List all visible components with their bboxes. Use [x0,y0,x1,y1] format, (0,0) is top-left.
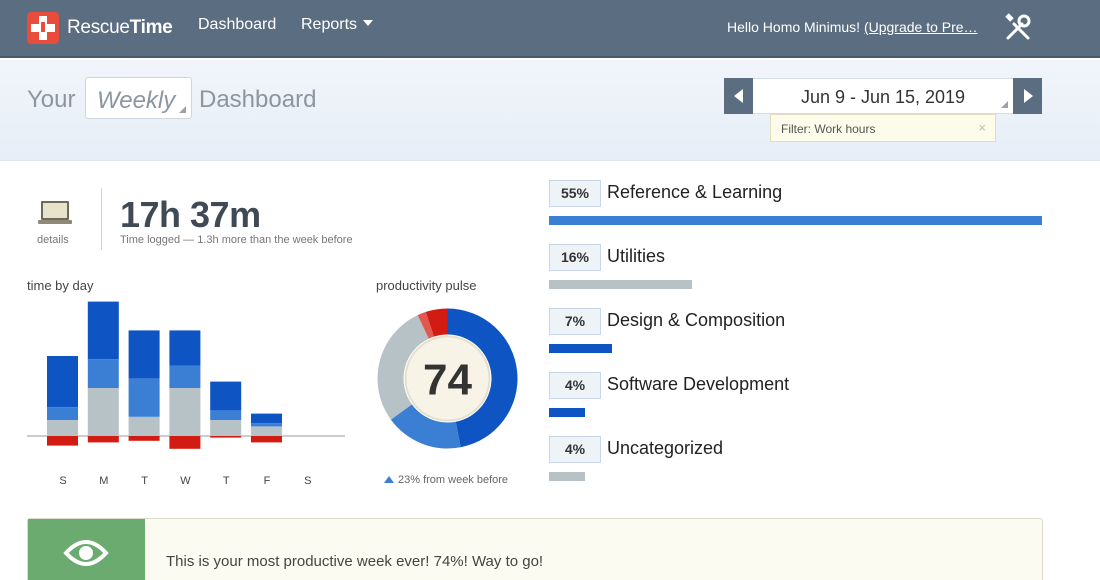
dropdown-corner-icon [179,106,186,113]
divider [101,188,102,250]
day-bar-segment [210,381,242,411]
day-bar-segment [87,301,119,360]
upgrade-link[interactable]: (Upgrade to Pre… [863,19,978,35]
pulse-slice [447,308,518,448]
day-bar-segment [210,420,242,436]
productivity-pulse-chart[interactable]: 74 [375,306,520,451]
category-bar [549,216,1042,225]
achievement-banner: This is your most productive week ever! … [27,518,1043,580]
date-range-label: Jun 9 - Jun 15, 2019 [800,87,966,107]
eye-icon [63,540,109,566]
pulse-slice [377,315,429,420]
details-link[interactable]: details [37,234,69,246]
user-greeting: Hello Homo Minimus! (Upgrade to Pre… [727,19,978,35]
arrow-right-icon [1024,89,1033,103]
pulse-slice [417,311,434,339]
day-bar-segment [169,330,201,366]
day-bar-distracting [128,436,160,441]
category-name: Uncategorized [607,438,724,458]
nav-dashboard-link[interactable]: Dashboard [198,16,277,33]
category-percent: 4% [549,436,601,463]
period-select[interactable]: Weekly [85,77,192,119]
next-week-button[interactable] [1013,78,1042,114]
category-bar [549,344,612,353]
filter-label: Filter: Work hours [781,122,876,136]
category-name: Software Development [607,374,790,394]
previous-week-button[interactable] [724,78,753,114]
time-logged-value: 17h 37m [120,194,261,235]
pulse-score: 74 [423,356,472,405]
time-logged-caption: Time logged — 1.3h more than the week be… [120,234,353,246]
title-prefix: Your [27,86,76,113]
day-bar-segment [251,423,282,427]
day-tick-label: F [264,475,271,487]
pulse-slice [425,308,448,337]
day-tick-label: T [141,475,148,487]
day-tick-label: S [59,475,66,487]
day-bar-segment [128,378,160,417]
category-percent: 55% [549,180,601,207]
category-bar [549,280,692,289]
banner-icon-panel [28,519,145,580]
day-bar-segment [87,388,119,436]
pulse-change-text: 23% from week before [398,474,509,486]
dropdown-corner-icon [1001,101,1008,108]
title-suffix: Dashboard [199,86,317,113]
category-percent: 4% [549,372,601,399]
day-bar-segment [47,356,78,408]
day-bar-segment [47,420,78,436]
day-bar-segment [169,365,201,388]
category-percent: 7% [549,308,601,335]
category-bar [549,408,585,417]
banner-message: This is your most productive week ever! … [166,553,544,570]
productivity-pulse-label: productivity pulse [376,278,477,293]
pulse-slice [390,404,461,449]
day-tick-label: T [223,475,230,487]
laptop-icon[interactable] [37,199,73,227]
day-bar-distracting [169,436,201,449]
nav-reports-menu[interactable]: Reports [301,16,374,34]
greeting-text: Hello Homo Minimus! [727,19,861,35]
date-range-picker[interactable]: Jun 9 - Jun 15, 2019 [753,78,1013,114]
day-bar-segment [128,416,160,436]
day-bar-segment [169,388,201,436]
day-bar-distracting [47,436,78,446]
rescuetime-logo[interactable]: RescueTime [27,12,173,44]
day-bar-distracting [87,436,119,443]
pulse-center [404,335,491,422]
day-bar-segment [210,410,242,420]
period-select-value: Weekly [97,87,176,114]
arrow-left-icon [734,89,743,103]
category-bar [549,472,585,481]
category-percent: 16% [549,244,601,271]
day-tick-label: S [304,475,311,487]
rescuetime-logo-icon [27,12,59,44]
day-bar-segment [251,413,282,424]
day-bar-distracting [210,436,242,438]
time-by-day-label: time by day [27,278,94,293]
brand-name: RescueTime [67,17,173,38]
chevron-down-icon [363,20,374,26]
top-nav-bar: RescueTime Dashboard Reports Hello Homo … [0,0,1100,58]
day-bar-segment [251,426,282,436]
tools-settings-icon[interactable] [1002,12,1034,44]
category-name: Design & Composition [607,310,786,330]
day-bar-segment [128,330,160,379]
arrow-up-icon [384,476,394,483]
day-bar-segment [47,407,78,420]
category-name: Utilities [607,246,666,266]
clear-filter-button[interactable]: × [978,120,986,135]
filter-badge: Filter: Work hours × [770,114,996,142]
day-tick-label: W [180,475,191,487]
category-name: Reference & Learning [607,182,783,202]
pulse-change-note: 23% from week before [384,474,508,486]
day-tick-label: M [99,475,108,487]
nav-reports-label: Reports [301,16,358,33]
day-bar-segment [87,359,119,388]
day-bar-distracting [251,436,282,443]
